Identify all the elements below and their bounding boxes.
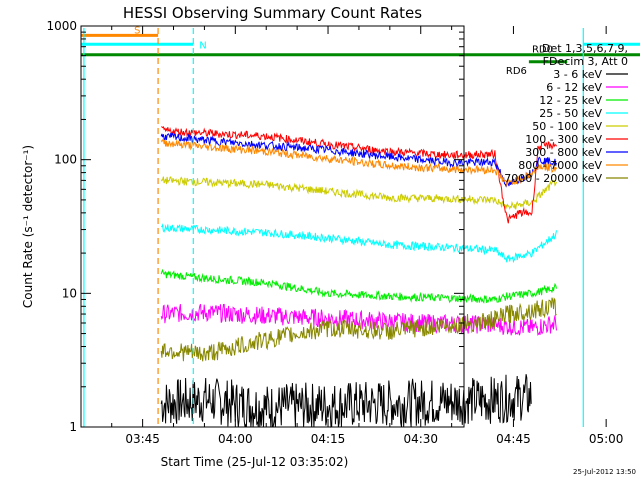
event-label: S [134, 25, 140, 36]
series-line [160, 303, 557, 336]
series-line [160, 297, 557, 362]
series-group [160, 126, 557, 428]
y-tick-label: 1 [69, 420, 77, 434]
x-tick-label: 04:15 [311, 432, 346, 446]
event-bars-group: S N RD0 RD6 [81, 25, 640, 77]
legend-entry-label: 12 - 25 keV [539, 94, 602, 107]
series-line [160, 132, 557, 188]
vertical-markers-group [83, 28, 584, 427]
plot-frame [80, 25, 465, 428]
x-tick-label: 04:30 [403, 432, 438, 446]
legend-header: FDecim 3, Att 0 [543, 55, 628, 68]
y-axis-label: Count Rate (s⁻¹ detector⁻¹) [21, 145, 35, 308]
x-tick-label: 04:45 [496, 432, 531, 446]
y-tick-label: 100 [54, 153, 77, 167]
x-tick-label: 05:00 [589, 432, 624, 446]
legend-entry-label: 300 - 800 keV [525, 146, 602, 159]
legend-entry-label: 3 - 6 keV [553, 68, 602, 81]
axes-group: 03:4504:0004:1504:3004:4505:0005:1511010… [46, 19, 624, 446]
series-line [160, 176, 557, 210]
y-tick-label: 1000 [46, 19, 77, 33]
series-line [161, 126, 557, 224]
event-label: RD0 [532, 45, 553, 56]
legend-entry-label: 50 - 100 keV [532, 120, 602, 133]
legend-entry-label: 7000 - 20000 keV [504, 172, 602, 185]
legend: Det 1,3,5,6,7,9,FDecim 3, Att 03 - 6 keV… [504, 42, 628, 185]
series-line [161, 223, 557, 264]
timestamp-label: 25-Jul-2012 13:50 [573, 468, 636, 476]
x-tick-label: 04:00 [218, 432, 253, 446]
y-tick-label: 10 [62, 286, 77, 300]
event-label: RD6 [506, 66, 527, 77]
series-line [160, 268, 557, 304]
legend-entry-label: 6 - 12 keV [546, 81, 602, 94]
legend-entry-label: 800 - 7000 keV [518, 159, 602, 172]
x-axis-label: Start Time (25-Jul-12 03:35:02) [161, 455, 349, 469]
x-tick-label: 03:45 [125, 432, 160, 446]
legend-entry-label: 25 - 50 keV [539, 107, 602, 120]
legend-entry-label: 100 - 300 keV [525, 133, 602, 146]
series-line [160, 137, 557, 188]
chart-title: HESSI Observing Summary Count Rates [123, 4, 422, 22]
event-label: N [199, 40, 206, 51]
legend-header: Det 1,3,5,6,7,9, [542, 42, 628, 55]
series-line [160, 374, 532, 428]
